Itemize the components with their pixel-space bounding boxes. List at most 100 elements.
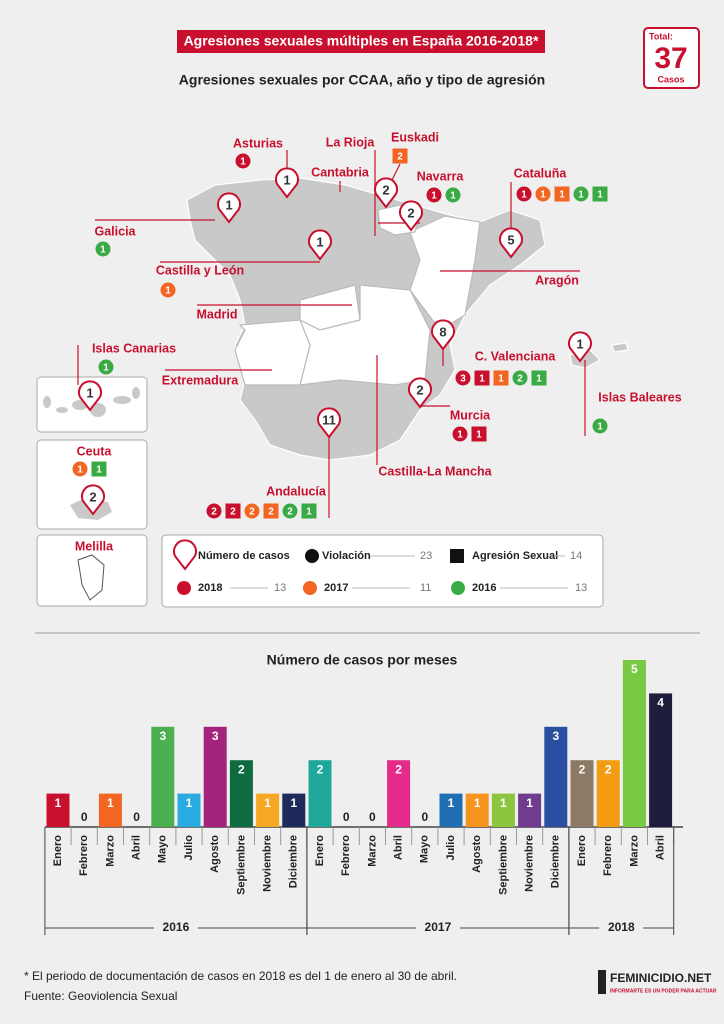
region-label: Galicia [95, 224, 137, 238]
x-tick-label: Marzo [628, 835, 640, 867]
pin-count: 1 [225, 197, 232, 212]
badge-value: 1 [597, 190, 603, 201]
badge-value: 2 [397, 152, 403, 163]
x-tick-label: Marzo [366, 835, 378, 867]
pin [217, 192, 241, 224]
group-label: 2017 [425, 920, 452, 934]
badge-value: 1 [431, 191, 437, 202]
bar-value: 2 [579, 762, 586, 776]
legend-symbol [305, 549, 319, 563]
badge-value: 1 [450, 191, 456, 202]
region-label: Andalucía [266, 484, 327, 498]
bar [256, 793, 280, 827]
badge [160, 282, 176, 298]
x-tick-label: Julio [183, 835, 195, 861]
pin-count: 1 [316, 234, 323, 249]
region-label: Cantabria [311, 165, 370, 179]
pin [173, 539, 197, 571]
bar [203, 726, 227, 827]
bar [177, 793, 201, 827]
x-tick-label: Abril [393, 835, 405, 860]
badge-value: 2 [287, 507, 293, 518]
bar-value: 1 [290, 796, 297, 810]
title: Agresiones sexuales múltiples en España … [184, 33, 539, 49]
bar [544, 726, 568, 827]
badge [72, 461, 88, 477]
bar-value: 0 [343, 810, 350, 824]
bar-value: 0 [81, 810, 88, 824]
pin-count: 1 [86, 385, 93, 400]
badge-value: 1 [479, 374, 485, 385]
badge [98, 359, 114, 375]
region-label: Melilla [75, 539, 114, 553]
pin [499, 227, 523, 259]
bar-value: 1 [448, 796, 455, 810]
pin [399, 200, 423, 232]
badge [206, 503, 222, 519]
chart-title: Número de casos por meses [267, 652, 458, 668]
bar-value: 2 [605, 762, 612, 776]
bar [151, 726, 175, 827]
group-label: 2016 [163, 920, 190, 934]
region-label: Euskadi [391, 130, 439, 144]
bar [308, 760, 332, 827]
leader-line [391, 163, 401, 181]
legend-total: 11 [420, 582, 431, 594]
logo-tagline: INFORMARTE ES UN PODER PARA ACTUAR [610, 988, 717, 994]
pin [431, 319, 455, 351]
bar [649, 693, 673, 827]
map-title: Agresiones sexuales por CCAA, año y tipo… [179, 72, 545, 88]
pin [308, 229, 332, 261]
legend-label: Número de casos [198, 550, 290, 562]
bar-value: 3 [212, 729, 219, 743]
title-band [177, 30, 545, 53]
extremadura-shape [234, 319, 311, 386]
legend-symbol [451, 581, 465, 595]
bar-value: 5 [631, 662, 638, 676]
badge-value: 1 [96, 465, 102, 476]
badge [455, 370, 471, 386]
total-unit: Casos [657, 74, 684, 84]
bar-value: 4 [657, 696, 664, 710]
pin [408, 377, 432, 409]
legend-label: Agresión Sexual [472, 550, 558, 562]
x-tick-label: Mayo [419, 835, 431, 863]
x-tick-label: Febrero [602, 835, 614, 876]
legend-label: 2016 [472, 582, 496, 594]
pin-count: 2 [382, 182, 389, 197]
x-tick-label: Febrero [78, 835, 90, 876]
bar [518, 793, 542, 827]
badge [512, 370, 528, 386]
badge [282, 503, 298, 519]
badge [452, 426, 468, 442]
bar-value: 1 [500, 796, 507, 810]
x-tick-label: Marzo [104, 835, 116, 867]
badge-value: 3 [460, 374, 466, 385]
footnote: * El periodo de documentación de casos e… [24, 969, 457, 983]
badge [445, 187, 461, 203]
region-label: Cataluña [514, 166, 568, 180]
legend-total: 13 [575, 582, 587, 594]
badge-value: 1 [540, 190, 546, 201]
pin [374, 177, 398, 209]
x-tick-label: Mayo [157, 835, 169, 863]
x-tick-label: Enero [314, 835, 326, 866]
x-tick-label: Abril [131, 835, 143, 860]
badge-value: 1 [165, 286, 171, 297]
bar-value: 0 [369, 810, 376, 824]
x-tick-label: Abril [655, 835, 667, 860]
badge-value: 2 [249, 507, 255, 518]
badge-value: 1 [559, 190, 565, 201]
legend-symbol [303, 581, 317, 595]
pin-count: 8 [439, 324, 446, 339]
bar-value: 2 [238, 762, 245, 776]
x-tick-label: Julio [445, 835, 457, 861]
pin [78, 380, 102, 412]
legend-label: Violación [322, 550, 371, 562]
badge [471, 426, 487, 442]
badge [592, 418, 608, 434]
badge [426, 187, 442, 203]
x-tick-label: Septiembre [497, 835, 509, 895]
badge [592, 186, 608, 202]
